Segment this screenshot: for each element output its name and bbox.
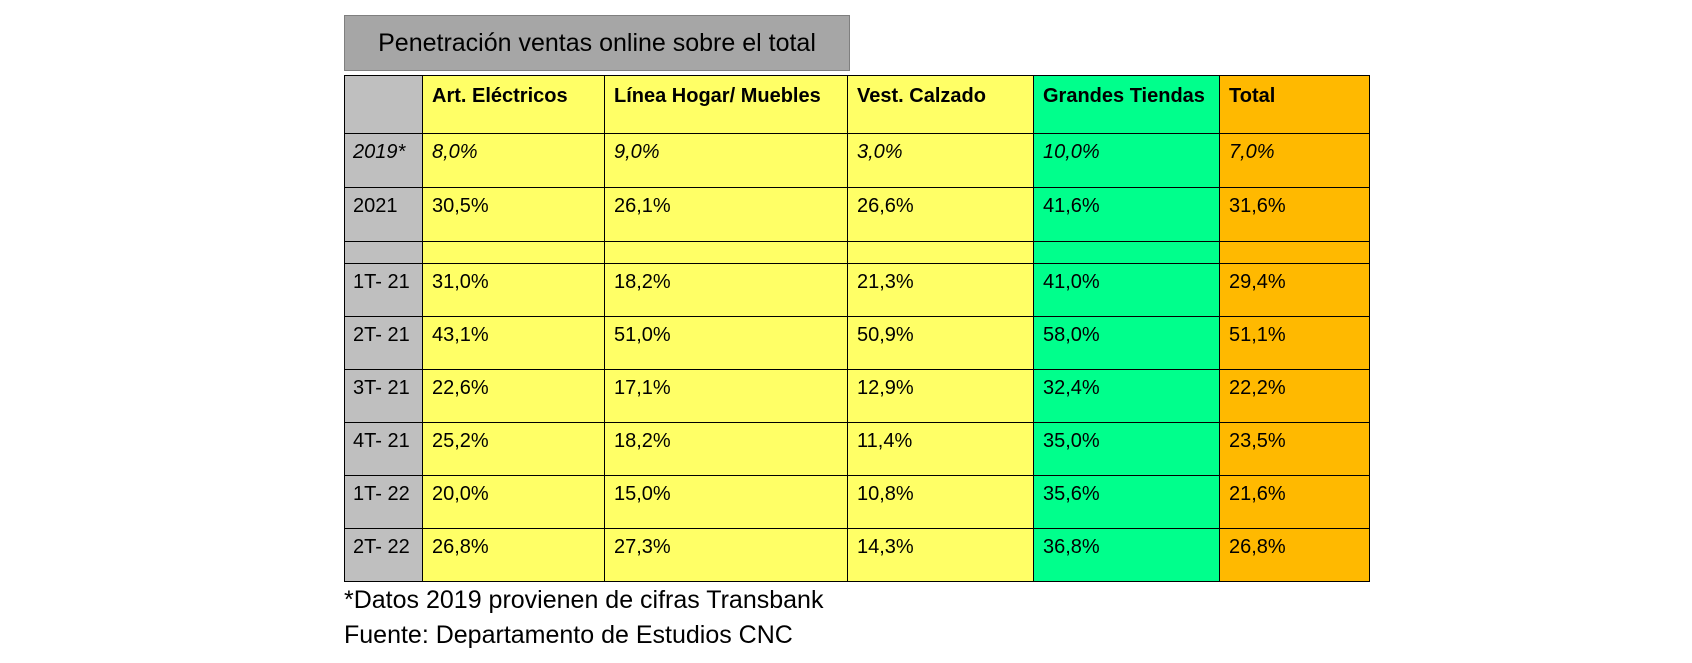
table-cell: 18,2% — [604, 422, 848, 476]
table-cell: 27,3% — [604, 528, 848, 582]
row-label: 2T- 21 — [344, 316, 423, 370]
table-cell: 32,4% — [1033, 369, 1220, 423]
table-cell: 21,3% — [847, 263, 1034, 317]
column-header: Línea Hogar/ Muebles — [604, 75, 848, 134]
table-cell: 43,1% — [422, 316, 605, 370]
table-cell: 9,0% — [604, 133, 848, 188]
table-cell: 3,0% — [847, 133, 1034, 188]
table-cell: 26,8% — [1219, 528, 1370, 582]
table-cell: 31,0% — [422, 263, 605, 317]
table-row: 2021 30,5% 26,1% 26,6% 41,6% 31,6% — [344, 187, 1370, 242]
row-label: 2021 — [344, 187, 423, 242]
table-cell: 51,0% — [604, 316, 848, 370]
table-cell: 23,5% — [1219, 422, 1370, 476]
table-cell: 17,1% — [604, 369, 848, 423]
table-cell: 18,2% — [604, 263, 848, 317]
table-cell — [1219, 241, 1370, 264]
table-cell: 35,0% — [1033, 422, 1220, 476]
row-label: 4T- 21 — [344, 422, 423, 476]
table-cell — [1033, 241, 1220, 264]
table-cell: 10,0% — [1033, 133, 1220, 188]
table-title: Penetración ventas online sobre el total — [344, 15, 850, 71]
table-row: 4T- 21 25,2% 18,2% 11,4% 35,0% 23,5% — [344, 422, 1370, 476]
table-cell: 31,6% — [1219, 187, 1370, 242]
table-cell: 30,5% — [422, 187, 605, 242]
table-cell: 51,1% — [1219, 316, 1370, 370]
corner-cell — [344, 75, 423, 134]
table-cell — [604, 241, 848, 264]
table-cell: 10,8% — [847, 475, 1034, 529]
table-row: 3T- 21 22,6% 17,1% 12,9% 32,4% 22,2% — [344, 369, 1370, 423]
column-header: Vest. Calzado — [847, 75, 1034, 134]
table-cell: 36,8% — [1033, 528, 1220, 582]
table-row: 2T- 22 26,8% 27,3% 14,3% 36,8% 26,8% — [344, 528, 1370, 582]
table-row: 2T- 21 43,1% 51,0% 50,9% 58,0% 51,1% — [344, 316, 1370, 370]
source-note: Fuente: Departamento de Estudios CNC — [344, 621, 793, 649]
table-cell — [847, 241, 1034, 264]
table-cell: 12,9% — [847, 369, 1034, 423]
column-header: Total — [1219, 75, 1370, 134]
table-cell: 11,4% — [847, 422, 1034, 476]
footnote: *Datos 2019 provienen de cifras Transban… — [344, 586, 824, 614]
table-cell: 35,6% — [1033, 475, 1220, 529]
row-label: 3T- 21 — [344, 369, 423, 423]
row-label: 1T- 21 — [344, 263, 423, 317]
header-row: Art. Eléctricos Línea Hogar/ Muebles Ves… — [344, 75, 1370, 134]
table-row: 1T- 22 20,0% 15,0% 10,8% 35,6% 21,6% — [344, 475, 1370, 529]
table-cell: 29,4% — [1219, 263, 1370, 317]
row-label: 2T- 22 — [344, 528, 423, 582]
table-cell — [422, 241, 605, 264]
data-table: Art. Eléctricos Línea Hogar/ Muebles Ves… — [344, 75, 1370, 582]
table-row: 2019* 8,0% 9,0% 3,0% 10,0% 7,0% — [344, 133, 1370, 188]
table-cell: 21,6% — [1219, 475, 1370, 529]
table-cell: 25,2% — [422, 422, 605, 476]
table-cell: 26,8% — [422, 528, 605, 582]
column-header: Art. Eléctricos — [422, 75, 605, 134]
spacer-row — [344, 241, 1370, 264]
table-cell: 14,3% — [847, 528, 1034, 582]
table-cell: 20,0% — [422, 475, 605, 529]
table-row: 1T- 21 31,0% 18,2% 21,3% 41,0% 29,4% — [344, 263, 1370, 317]
table-cell: 8,0% — [422, 133, 605, 188]
row-label: 1T- 22 — [344, 475, 423, 529]
table-cell: 58,0% — [1033, 316, 1220, 370]
table-cell: 41,6% — [1033, 187, 1220, 242]
table-cell: 26,1% — [604, 187, 848, 242]
column-header: Grandes Tiendas — [1033, 75, 1220, 134]
row-label: 2019* — [344, 133, 423, 188]
table-cell: 15,0% — [604, 475, 848, 529]
table-cell: 26,6% — [847, 187, 1034, 242]
table-cell: 41,0% — [1033, 263, 1220, 317]
table-cell: 50,9% — [847, 316, 1034, 370]
row-label — [344, 241, 423, 264]
table-cell: 22,2% — [1219, 369, 1370, 423]
table-cell: 7,0% — [1219, 133, 1370, 188]
table-cell: 22,6% — [422, 369, 605, 423]
